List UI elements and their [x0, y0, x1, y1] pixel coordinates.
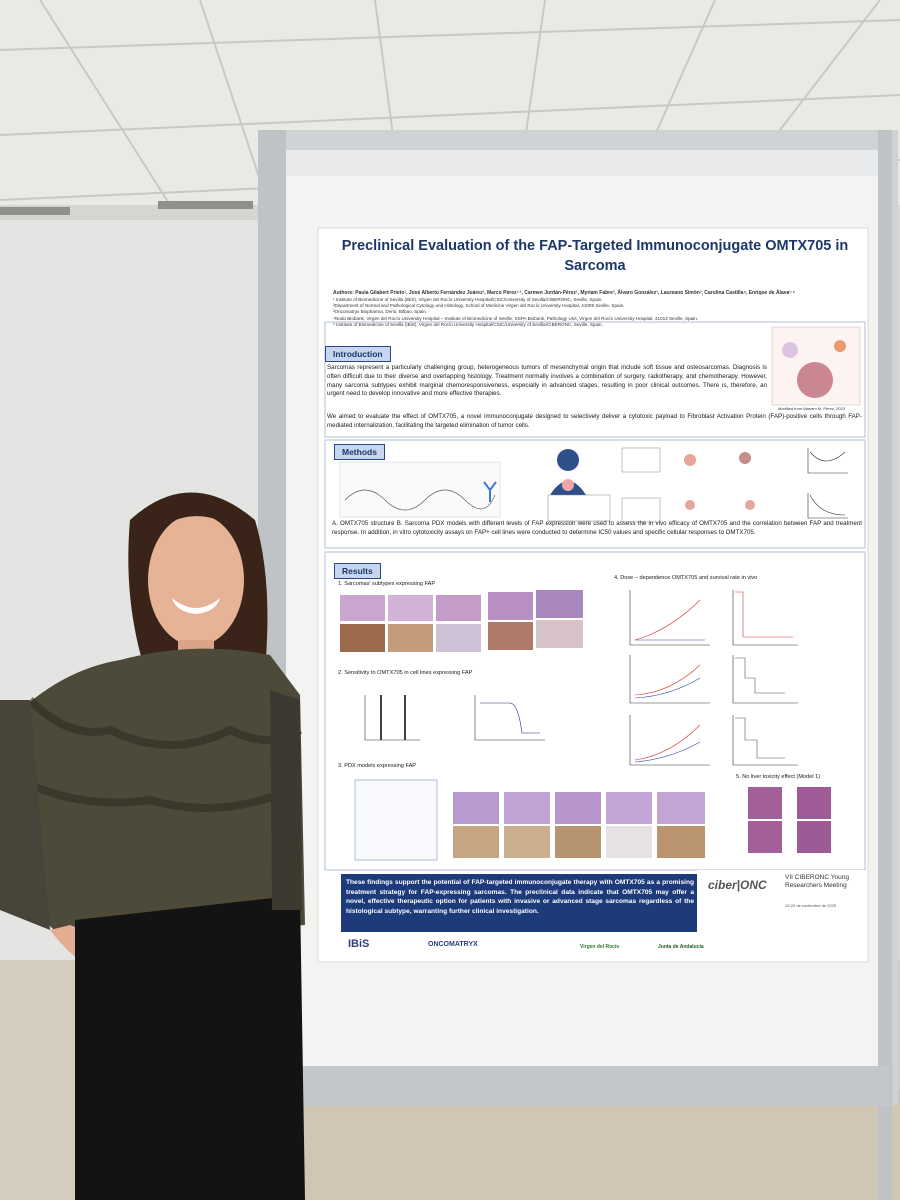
meeting-name: VII CIBERONC Young Researchers Meeting — [785, 874, 849, 890]
meeting-logo: ciber|ONC — [708, 878, 767, 892]
result-subtitle: 3. PDX models expressing FAP — [338, 763, 417, 769]
person — [0, 492, 305, 1200]
affiliation: ³Oncomatryx Biopharma, Derio, Bilbao, Sp… — [333, 309, 428, 315]
affiliation: ⁵ Institute of Biomedicine of Sevilla (I… — [333, 321, 603, 327]
methods-caption: A. OMTX705 structure B. Sarcoma PDX mode… — [332, 520, 862, 536]
result-subtitle: 2. Sensitivity to OMTX705 in cell lines … — [338, 670, 473, 676]
conclusion-banner — [341, 874, 697, 932]
logo: Junta de Andalucía — [658, 944, 704, 950]
logo: IBiS — [348, 938, 370, 950]
affiliation: ⁴Nodo Biobank, Virgen del Rocío Universi… — [333, 315, 699, 321]
conclusion-text: These findings support the potential of … — [346, 879, 694, 915]
logo: ONCOMATRYX — [428, 941, 478, 948]
affiliation: ¹ Institute of Biomedicine of Sevilla (I… — [333, 297, 603, 302]
affiliations: ¹ Institute of Biomedicine of Sevilla (I… — [333, 297, 858, 328]
figure-credit: Modified from Mariam M. Pérez, 2023 — [778, 406, 845, 411]
section-heading: Methods — [334, 444, 385, 460]
pdx-table — [354, 779, 438, 861]
poster-title: Preclinical Evaluation of the FAP-Target… — [341, 238, 849, 275]
histology-images — [340, 590, 831, 858]
result-subtitle: 5. No liver toxicity effect (Model 1) — [736, 774, 821, 780]
authors: Authors: Paula Gilabert Prieto¹, José Al… — [333, 290, 795, 296]
meeting-dates: 19-20 de noviembre de 2025 — [785, 903, 837, 908]
result-subtitle: 4. Dose – dependence OMTX705 and surviva… — [614, 575, 758, 581]
affiliation: ²Department of Normal and Pathological C… — [333, 303, 625, 309]
aim-text: We aimed to evaluate the effect of OMTX7… — [327, 413, 862, 429]
result-subtitle: 1. Sarcomas' subtypes expressing FAP — [338, 581, 436, 587]
logo: Virgen del Rocío — [580, 944, 620, 950]
intro-text: Sarcomas represent a particularly challe… — [327, 364, 767, 398]
section-heading: Introduction — [325, 346, 391, 362]
section-heading: Results — [334, 563, 381, 579]
result-plots — [364, 590, 798, 766]
